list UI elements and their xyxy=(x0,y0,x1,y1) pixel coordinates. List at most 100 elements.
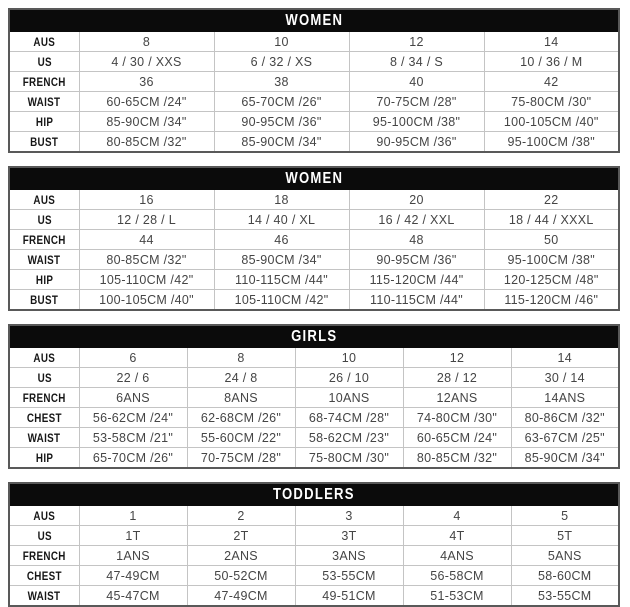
size-cell: 49-51CM xyxy=(294,585,404,607)
size-cell: 47-49CM xyxy=(186,585,296,607)
size-cell: 100-105CM /40" xyxy=(78,289,215,311)
size-cell: 58-60CM xyxy=(510,565,620,586)
row-label: US xyxy=(8,525,80,546)
size-cell: 5 xyxy=(510,505,620,526)
row-label: WAIST xyxy=(8,91,80,112)
size-cell: 75-80CM /30" xyxy=(483,91,620,112)
size-cell: 30 / 14 xyxy=(510,367,620,388)
size-cell: 14 xyxy=(510,347,620,368)
size-cell: 26 / 10 xyxy=(294,367,404,388)
size-cell: 70-75CM /28" xyxy=(348,91,485,112)
row-label-text: CHEST xyxy=(26,410,62,425)
table-title-row: TODDLERS xyxy=(8,482,620,506)
table-title: GIRLS xyxy=(290,327,338,345)
size-cell: 14 xyxy=(483,31,620,52)
row-label-text: HIP xyxy=(35,114,53,129)
table-row: WAIST 53-58CM /21" 55-60CM /22" 58-62CM /23… xyxy=(8,427,620,448)
table-row: US 22 / 6 24 / 8 26 / 10 28 / 12 30 / 14 xyxy=(8,367,620,388)
row-label: CHEST xyxy=(8,407,80,428)
size-table-women-2: WOMEN AUS 16 18 20 22 US 12 / 28 / L 14 / 40 / X… xyxy=(8,166,620,311)
row-label-text: FRENCH xyxy=(22,232,66,247)
table-row: CHEST 56-62CM /24" 62-68CM /26" 68-74CM /28… xyxy=(8,407,620,428)
row-label-text: WAIST xyxy=(27,588,61,603)
size-cell: 20 xyxy=(348,189,485,210)
table-row: AUS 16 18 20 22 xyxy=(8,189,620,210)
table-row: CHEST 47-49CM 50-52CM 53-55CM 56-58CM 58-60CM xyxy=(8,565,620,586)
size-cell: 18 xyxy=(213,189,350,210)
size-cell: 12 xyxy=(402,347,512,368)
row-label-text: US xyxy=(37,212,52,227)
size-cell: 90-95CM /36" xyxy=(348,131,485,153)
row-label-text: AUS xyxy=(33,34,56,49)
table-title: WOMEN xyxy=(285,11,343,29)
size-cell: 1 xyxy=(78,505,188,526)
table-title-bar: TODDLERS xyxy=(8,482,620,506)
table-row: FRENCH 44 46 48 50 xyxy=(8,229,620,250)
size-cell: 75-80CM /30" xyxy=(294,447,404,469)
row-label: AUS xyxy=(8,189,80,210)
row-label: AUS xyxy=(8,31,80,52)
row-label-text: WAIST xyxy=(27,94,61,109)
row-label-text: AUS xyxy=(33,350,56,365)
row-label: US xyxy=(8,367,80,388)
size-cell: 68-74CM /28" xyxy=(294,407,404,428)
size-cell: 115-120CM /46" xyxy=(483,289,620,311)
size-cell: 53-55CM xyxy=(510,585,620,607)
table-row: FRENCH 6ANS 8ANS 10ANS 12ANS 14ANS xyxy=(8,387,620,408)
size-cell: 18 / 44 / XXXL xyxy=(483,209,620,230)
row-label: HIP xyxy=(8,269,80,290)
row-label: AUS xyxy=(8,347,80,368)
size-cell: 105-110CM /42" xyxy=(213,289,350,311)
size-cell: 4 / 30 / XXS xyxy=(78,51,215,72)
size-cell: 28 / 12 xyxy=(402,367,512,388)
size-cell: 16 xyxy=(78,189,215,210)
size-cell: 2 xyxy=(186,505,296,526)
size-cell: 53-55CM xyxy=(294,565,404,586)
table-row: BUST 80-85CM /32" 85-90CM /34" 90-95CM /36"… xyxy=(8,131,620,153)
table-row: HIP 105-110CM /42" 110-115CM /44" 115-120CM… xyxy=(8,269,620,290)
row-label: US xyxy=(8,209,80,230)
row-label: WAIST xyxy=(8,585,80,607)
size-cell: 2ANS xyxy=(186,545,296,566)
row-label: FRENCH xyxy=(8,387,80,408)
size-cell: 44 xyxy=(78,229,215,250)
size-cell: 1T xyxy=(78,525,188,546)
size-table-girls-3: GIRLS AUS 6 8 10 12 14 US 22 / 6 24 / 8 26 / 10 28 … xyxy=(8,324,620,469)
size-cell: 42 xyxy=(483,71,620,92)
size-cell: 50-52CM xyxy=(186,565,296,586)
row-label: BUST xyxy=(8,289,80,311)
size-cell: 50 xyxy=(483,229,620,250)
size-cell: 10ANS xyxy=(294,387,404,408)
size-cell: 16 / 42 / XXL xyxy=(348,209,485,230)
row-label: HIP xyxy=(8,447,80,469)
size-cell: 14 / 40 / XL xyxy=(213,209,350,230)
table-title: WOMEN xyxy=(285,169,343,187)
table-title-row: GIRLS xyxy=(8,324,620,348)
size-cell: 120-125CM /48" xyxy=(483,269,620,290)
size-cell: 6ANS xyxy=(78,387,188,408)
row-label-text: BUST xyxy=(30,292,59,307)
size-cell: 56-58CM xyxy=(402,565,512,586)
table-row: FRENCH 1ANS 2ANS 3ANS 4ANS 5ANS xyxy=(8,545,620,566)
row-label: AUS xyxy=(8,505,80,526)
row-label-text: AUS xyxy=(33,192,56,207)
size-cell: 80-85CM /32" xyxy=(78,249,215,270)
size-cell: 24 / 8 xyxy=(186,367,296,388)
size-cell: 85-90CM /34" xyxy=(213,131,350,153)
size-cell: 55-60CM /22" xyxy=(186,427,296,448)
size-cell: 47-49CM xyxy=(78,565,188,586)
table-title-bar: WOMEN xyxy=(8,166,620,190)
size-cell: 90-95CM /36" xyxy=(348,249,485,270)
table-title: TODDLERS xyxy=(273,485,355,503)
table-row: AUS 8 10 12 14 xyxy=(8,31,620,52)
size-cell: 60-65CM /24" xyxy=(78,91,215,112)
row-label-text: US xyxy=(37,370,52,385)
table-row: WAIST 80-85CM /32" 85-90CM /34" 90-95CM /36… xyxy=(8,249,620,270)
size-cell: 12 xyxy=(348,31,485,52)
size-cell: 22 xyxy=(483,189,620,210)
size-cell: 85-90CM /34" xyxy=(213,249,350,270)
size-cell: 65-70CM /26" xyxy=(213,91,350,112)
size-cell: 10 xyxy=(213,31,350,52)
row-label: US xyxy=(8,51,80,72)
